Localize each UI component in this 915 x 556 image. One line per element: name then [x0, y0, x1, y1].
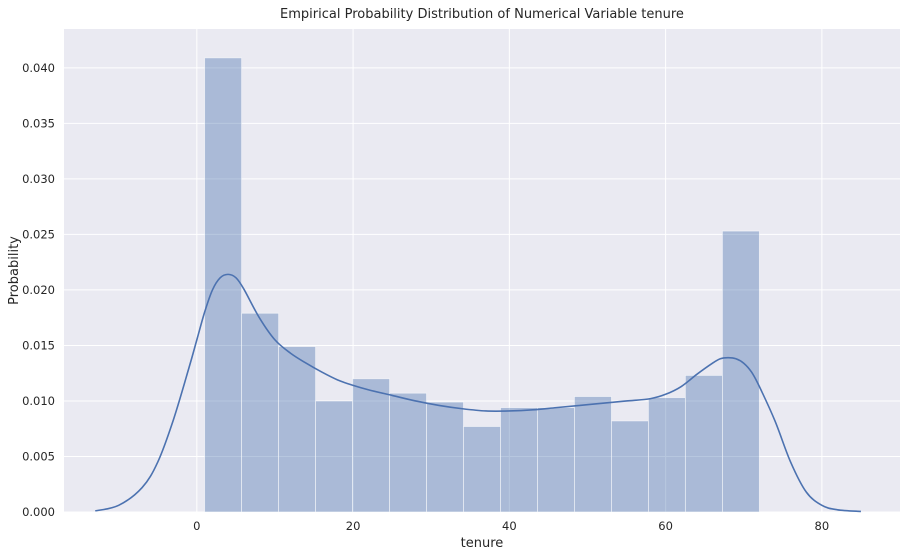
histogram-bar: [648, 397, 686, 513]
x-tick-label: 20: [346, 519, 361, 533]
histogram-bar: [278, 346, 316, 513]
histogram-bar: [684, 375, 723, 513]
histogram-bar: [315, 400, 353, 513]
histogram-bar: [241, 312, 280, 513]
x-tick-label: 40: [502, 519, 517, 533]
x-axis-ticks: 0 20 40 60 80: [193, 519, 829, 533]
grid-lines: [64, 29, 900, 513]
histogram-bar: [500, 407, 538, 513]
histogram-bar: [463, 426, 501, 513]
histogram-bar: [574, 396, 612, 513]
y-tick-label: 0.040: [22, 61, 55, 75]
x-tick-label: 60: [658, 519, 673, 533]
y-tick-label: 0.035: [22, 116, 55, 130]
y-axis-title: Probability: [7, 236, 22, 305]
y-tick-label: 0.030: [22, 172, 55, 186]
histogram-bar: [352, 378, 390, 513]
y-tick-label: 0.000: [22, 505, 55, 519]
histogram-bar: [722, 230, 760, 513]
histogram-bar: [426, 401, 464, 513]
y-tick-label: 0.020: [22, 283, 55, 297]
x-tick-label: 80: [815, 519, 830, 533]
x-axis-title: tenure: [461, 536, 504, 551]
x-tick-label: 0: [193, 519, 200, 533]
plot-area: [64, 29, 900, 512]
y-axis-ticks: 0.000 0.005 0.010 0.015 0.020 0.025 0.030 0.035…: [22, 61, 55, 519]
y-tick-label: 0.010: [22, 394, 55, 408]
y-tick-label: 0.025: [22, 227, 55, 241]
kde-curve: [95, 273, 861, 513]
y-tick-label: 0.015: [22, 338, 55, 352]
histogram-bar: [537, 407, 575, 513]
y-tick-label: 0.005: [22, 449, 55, 463]
histogram-bar: [204, 57, 242, 513]
chart-title: Empirical Probability Distribution of Nu…: [280, 7, 684, 22]
histogram-bar: [389, 392, 427, 513]
histogram-bar: [611, 420, 649, 513]
histogram-bars: [204, 57, 760, 513]
